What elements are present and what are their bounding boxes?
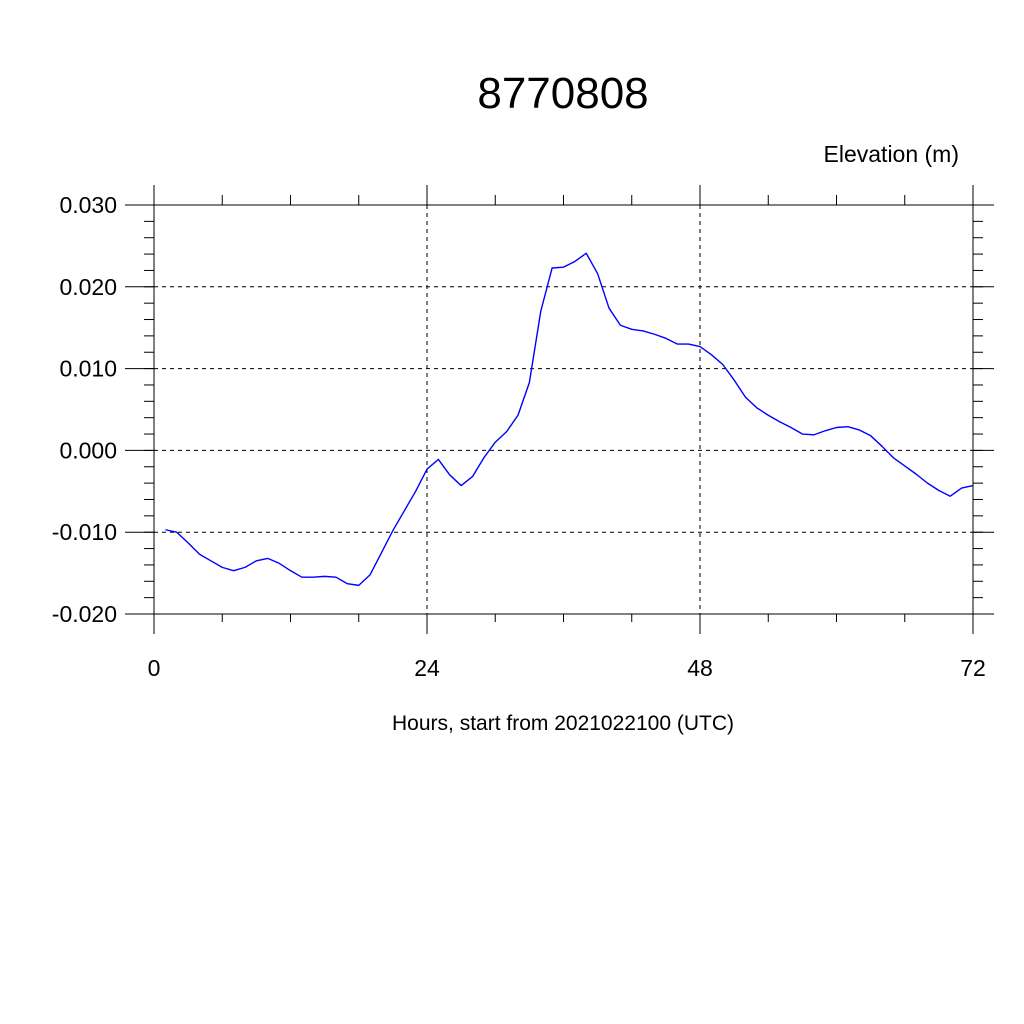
plot-frame: [153, 204, 974, 615]
x-tick-label: 0: [148, 655, 161, 681]
y-axis-label: Elevation (m): [824, 141, 959, 167]
series-line-0: [165, 252, 974, 587]
tick-labels: -0.020 -0.010 0.000 0.010 0.020 0.030 0 24 48 72: [52, 192, 986, 681]
axis-ticks: [125, 185, 994, 634]
y-tick-label: 0.000: [59, 437, 117, 463]
x-tick-label: 48: [687, 655, 713, 681]
chart-title: 8770808: [477, 69, 648, 118]
grid-lines: [154, 204, 973, 614]
x-axis-label: Hours, start from 2021022100 (UTC): [392, 712, 734, 735]
y-tick-label: -0.010: [52, 519, 117, 545]
x-tick-label: 24: [414, 655, 440, 681]
y-tick-label: 0.020: [59, 274, 117, 300]
series-layer: [165, 252, 974, 587]
y-tick-label: 0.010: [59, 356, 117, 382]
x-tick-label: 72: [960, 655, 986, 681]
y-tick-label: -0.020: [52, 601, 117, 627]
y-tick-label: 0.030: [59, 192, 117, 218]
